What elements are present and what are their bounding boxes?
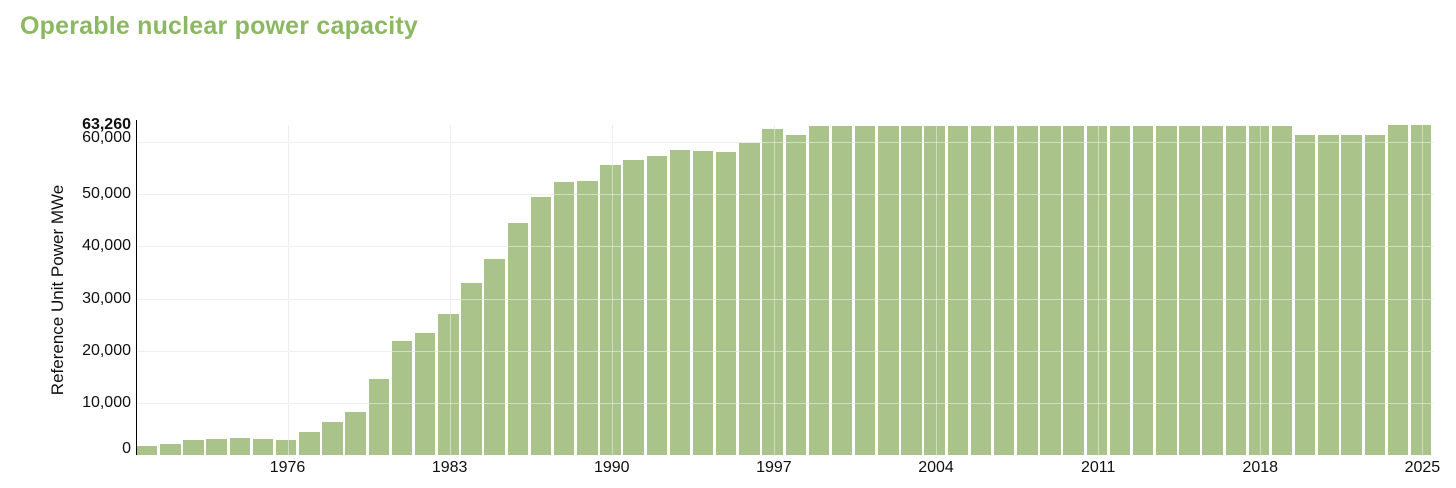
bar-1999[interactable] (808, 125, 830, 455)
bar-2024[interactable] (1387, 125, 1409, 455)
h-gridline-overlay-20000 (137, 350, 1434, 352)
v-gridline-overlay-1990 (611, 125, 613, 455)
bar-1974[interactable] (229, 438, 251, 455)
h-gridline-overlay-40000 (137, 246, 1434, 248)
bar-1979[interactable] (345, 411, 366, 455)
bar-1976[interactable] (275, 439, 297, 455)
bar-2018[interactable] (1248, 125, 1270, 455)
x-tick-label-2011: 2011 (1080, 459, 1116, 476)
h-gridline-overlay-50000 (137, 194, 1434, 196)
bar-2002[interactable] (878, 125, 899, 455)
bar-2017[interactable] (1225, 125, 1246, 455)
bar-2012[interactable] (1109, 125, 1131, 455)
bar-2010[interactable] (1063, 125, 1084, 455)
bar-1973[interactable] (206, 439, 227, 455)
v-gridline-overlay-1983 (449, 125, 451, 455)
bar-1975[interactable] (252, 438, 274, 455)
bar-1981[interactable] (391, 341, 413, 455)
bar-2015[interactable] (1179, 125, 1200, 455)
bar-2004[interactable] (924, 125, 945, 455)
y-max-label: 63,260 (82, 116, 131, 133)
bar-1986[interactable] (507, 222, 529, 455)
bar-2011[interactable] (1086, 125, 1108, 455)
bar-2007[interactable] (993, 125, 1015, 455)
bar-1997[interactable] (762, 129, 783, 455)
bar-2003[interactable] (901, 125, 922, 455)
v-gridline-overlay-2011 (1098, 125, 1100, 455)
bar-1995[interactable] (716, 152, 737, 455)
x-tick-label-1997: 1997 (756, 459, 792, 476)
bar-1987[interactable] (530, 197, 552, 455)
y-tick-label-60000: 60,000 (82, 129, 131, 146)
bar-2023[interactable] (1364, 134, 1385, 455)
chart-title: Operable nuclear power capacity (20, 12, 419, 40)
bar-1978[interactable] (322, 421, 343, 455)
bar-2000[interactable] (831, 125, 853, 455)
bar-2025[interactable] (1410, 125, 1432, 455)
bar-2001[interactable] (854, 125, 876, 455)
bar-1991[interactable] (623, 159, 644, 455)
bar-1971[interactable] (160, 443, 181, 455)
x-tick-label-2018: 2018 (1242, 459, 1279, 476)
bar-1988[interactable] (553, 181, 575, 455)
y-tick-label-0: 0 (122, 440, 131, 457)
v-gridline-overlay-2018 (1260, 125, 1262, 455)
bar-1983[interactable] (438, 314, 459, 455)
bar-1980[interactable] (368, 379, 390, 455)
bar-1989[interactable] (577, 180, 598, 455)
bar-2014[interactable] (1156, 125, 1177, 455)
bar-2013[interactable] (1132, 125, 1154, 455)
v-gridline-overlay-2004 (936, 125, 938, 455)
h-gridline-overlay-60000 (137, 142, 1434, 143)
y-tick-label-40000: 40,000 (82, 237, 131, 255)
x-tick-label-1976: 1976 (269, 459, 306, 476)
bar-1977[interactable] (299, 432, 320, 455)
bar-2016[interactable] (1202, 125, 1223, 455)
bar-2006[interactable] (970, 125, 992, 455)
bar-2005[interactable] (947, 125, 969, 455)
x-tick-label-2025: 2025 (1404, 459, 1441, 476)
y-tick-label-20000: 20,000 (82, 341, 131, 359)
y-tick-label-10000: 10,000 (82, 393, 131, 411)
bar-1996[interactable] (739, 143, 760, 455)
x-tick-label-1983: 1983 (431, 459, 468, 476)
v-gridline-overlay-2025 (1422, 125, 1424, 455)
bar-1970[interactable] (137, 446, 158, 455)
bar-2020[interactable] (1295, 134, 1316, 455)
h-gridline-overlay-10000 (137, 402, 1434, 404)
bar-1990[interactable] (600, 164, 621, 455)
bar-1982[interactable] (414, 332, 436, 455)
x-tick-label-2004: 2004 (918, 459, 954, 476)
v-gridline-overlay-1997 (773, 125, 775, 455)
bar-2019[interactable] (1271, 125, 1293, 455)
y-axis-line (135, 120, 137, 455)
bar-1985[interactable] (484, 259, 505, 455)
bar-1994[interactable] (692, 151, 714, 455)
bar-1992[interactable] (646, 155, 667, 455)
v-gridline-1983 (449, 125, 451, 455)
y-tick-label-50000: 50,000 (82, 185, 131, 203)
bar-1972[interactable] (183, 440, 204, 455)
v-gridline-1976 (287, 125, 289, 455)
h-gridline-overlay-30000 (137, 298, 1434, 300)
bar-2021[interactable] (1318, 134, 1339, 455)
bar-1998[interactable] (785, 135, 806, 455)
y-tick-label-30000: 30,000 (82, 289, 131, 307)
bar-2022[interactable] (1341, 134, 1362, 455)
bar-2009[interactable] (1040, 125, 1061, 455)
x-tick-label-1990: 1990 (593, 459, 630, 476)
bar-1984[interactable] (461, 282, 482, 455)
bar-2008[interactable] (1017, 125, 1038, 455)
bar-1993[interactable] (669, 149, 691, 455)
v-gridline-overlay-1976 (287, 125, 289, 455)
